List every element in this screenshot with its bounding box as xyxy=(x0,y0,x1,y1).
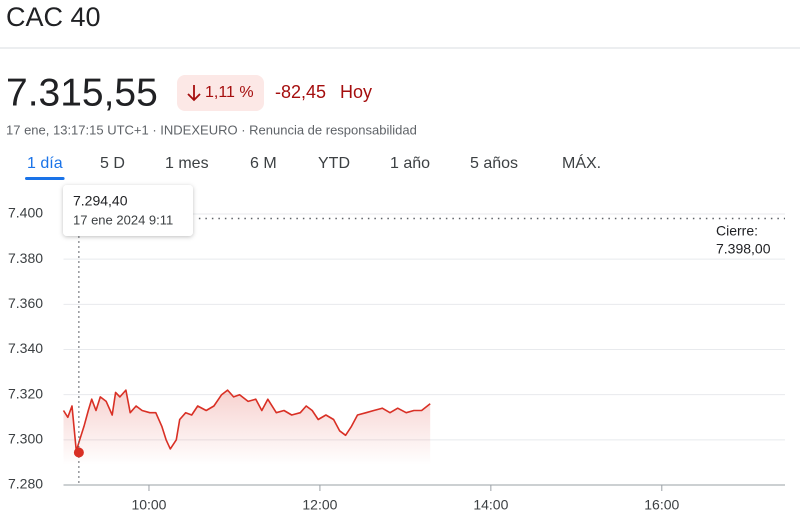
tooltip-date: 17 ene 2024 9:11 xyxy=(73,212,173,227)
y-tick-label: 7.360 xyxy=(8,295,43,311)
tab[interactable]: 1 año xyxy=(390,155,430,172)
tab[interactable]: 5 D xyxy=(100,155,125,172)
y-tick-label: 7.300 xyxy=(8,431,43,447)
tab[interactable]: YTD xyxy=(318,155,350,172)
y-tick-label: 7.340 xyxy=(8,340,43,356)
plot: 7.280 7.300 7.320 7.340 7.360 7.380 7.400 10:00… xyxy=(8,185,785,513)
hover-point xyxy=(73,447,84,458)
page-title: CAC 40 xyxy=(6,2,101,32)
change-badge xyxy=(177,75,264,111)
tab[interactable]: 1 día xyxy=(27,155,63,172)
tab[interactable]: 5 años xyxy=(470,155,518,172)
change: -82,45 xyxy=(275,82,326,102)
x-tick-label: 12:00 xyxy=(302,497,337,513)
previous-close-title: Cierre: xyxy=(716,223,758,239)
change-pct: 1,11 % xyxy=(205,84,254,101)
tab-underline xyxy=(25,177,65,180)
tooltip-value: 7.294,40 xyxy=(73,193,128,209)
down-arrow xyxy=(187,85,201,102)
x-tick-label: 10:00 xyxy=(131,497,166,513)
x-tick-label: 14:00 xyxy=(473,497,508,513)
area xyxy=(63,390,431,465)
tabs: 1 día 5 D 1 mes 6 M YTD 1 año 5 años MÁX. xyxy=(25,153,601,180)
tab[interactable]: 1 mes xyxy=(165,155,209,172)
tab[interactable]: MÁX. xyxy=(562,153,601,172)
tab[interactable]: 6 M xyxy=(250,155,277,172)
y-tick-label: 7.280 xyxy=(8,476,43,492)
info: 17 ene, 13:17:15 UTC+1 · INDEXEURO · Ren… xyxy=(6,122,417,137)
y-tick-label: 7.400 xyxy=(8,205,43,221)
y-tick-label: 7.380 xyxy=(8,250,43,266)
tooltip xyxy=(63,185,193,236)
price: 7.315,55 xyxy=(6,71,158,114)
period: Hoy xyxy=(340,82,372,102)
y-tick-label: 7.320 xyxy=(8,385,43,401)
price-line xyxy=(62,389,431,452)
x-tick-label: 16:00 xyxy=(644,497,679,513)
previous-close-label: 7.398,00 xyxy=(716,241,771,257)
